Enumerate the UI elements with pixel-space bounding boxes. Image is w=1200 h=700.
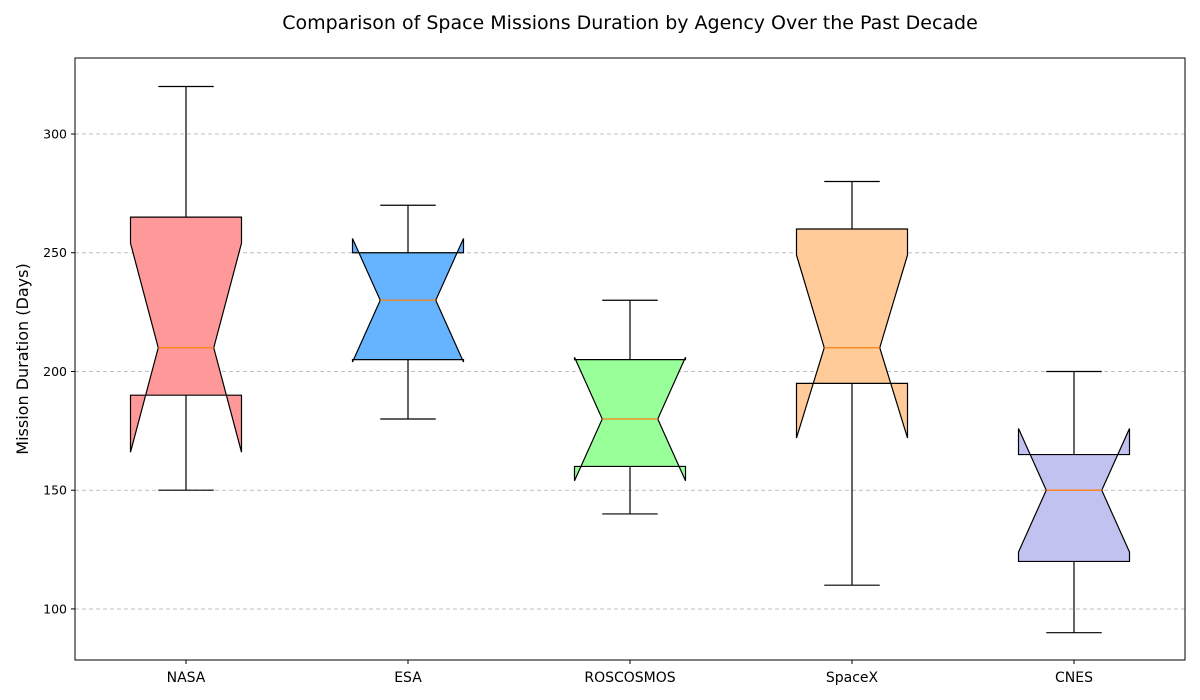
plot-area-frame (74, 57, 1186, 661)
y-tick-label: 200 (43, 364, 67, 379)
box-spacex (795, 228, 909, 439)
x-tick-label: ESA (394, 670, 422, 686)
x-tick-label: CNES (1055, 670, 1093, 686)
box-cnes (1017, 428, 1131, 563)
axes: 100 150 200 250 300 NASA ESA ROSCOSMOS SpaceX CNE… (43, 126, 1093, 686)
y-axis-label: Mission Duration (Days) (13, 263, 32, 454)
y-tick-label: 250 (43, 245, 67, 260)
x-tick-label: SpaceX (826, 670, 879, 686)
boxes (129, 85, 1131, 634)
x-tick-label: ROSCOSMOS (584, 670, 675, 686)
x-tick-label: NASA (167, 670, 206, 686)
box-nasa (129, 216, 243, 453)
chart-title: Comparison of Space Missions Duration by… (282, 12, 978, 34)
y-tick-label: 300 (43, 126, 67, 141)
y-tick-label: 150 (43, 483, 67, 498)
y-tick-label: 100 (43, 601, 67, 616)
